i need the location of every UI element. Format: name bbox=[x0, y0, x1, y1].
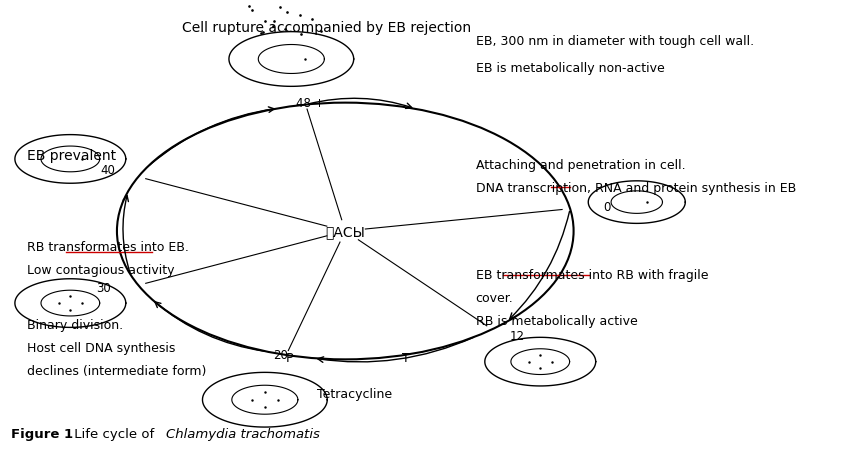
Text: 䉺АСЫ: 䉺АСЫ bbox=[325, 225, 365, 238]
Text: Low contagious activity: Low contagious activity bbox=[28, 263, 175, 276]
Text: T: T bbox=[402, 351, 410, 364]
Text: 40: 40 bbox=[100, 164, 115, 177]
Text: EB prevalent: EB prevalent bbox=[28, 149, 116, 163]
Text: 20: 20 bbox=[274, 348, 288, 361]
Text: Figure 1: Figure 1 bbox=[11, 427, 73, 440]
Text: .: . bbox=[303, 427, 307, 440]
Text: EB is metabolically non-active: EB is metabolically non-active bbox=[476, 62, 665, 75]
Text: Binary division.: Binary division. bbox=[28, 319, 123, 332]
Text: 12: 12 bbox=[510, 330, 525, 343]
Text: DNA transcription, RNA and protein synthesis in EB: DNA transcription, RNA and protein synth… bbox=[476, 181, 796, 194]
Text: Life cycle of: Life cycle of bbox=[70, 427, 158, 440]
Text: EB, 300 nm in diameter with tough cell wall.: EB, 300 nm in diameter with tough cell w… bbox=[476, 35, 754, 48]
Text: cover.: cover. bbox=[476, 291, 513, 304]
Text: RB transformates into EB.: RB transformates into EB. bbox=[28, 241, 189, 254]
Text: 0: 0 bbox=[603, 201, 610, 214]
Text: Host cell DNA synthesis: Host cell DNA synthesis bbox=[28, 341, 176, 354]
Text: EB transformates into RB with fragile: EB transformates into RB with fragile bbox=[476, 268, 709, 281]
Text: Tetracycline: Tetracycline bbox=[318, 388, 393, 400]
Text: Attaching and penetration in cell.: Attaching and penetration in cell. bbox=[476, 158, 685, 171]
Text: Chlamydia trachomatis: Chlamydia trachomatis bbox=[166, 427, 319, 440]
Text: P: P bbox=[286, 351, 294, 364]
Text: 48 +: 48 + bbox=[296, 97, 325, 110]
Text: 30: 30 bbox=[96, 282, 111, 294]
Text: RB is metabolically active: RB is metabolically active bbox=[476, 314, 637, 327]
Text: Cell rupture accompanied by EB rejection: Cell rupture accompanied by EB rejection bbox=[183, 21, 471, 35]
Text: declines (intermediate form): declines (intermediate form) bbox=[28, 364, 207, 377]
